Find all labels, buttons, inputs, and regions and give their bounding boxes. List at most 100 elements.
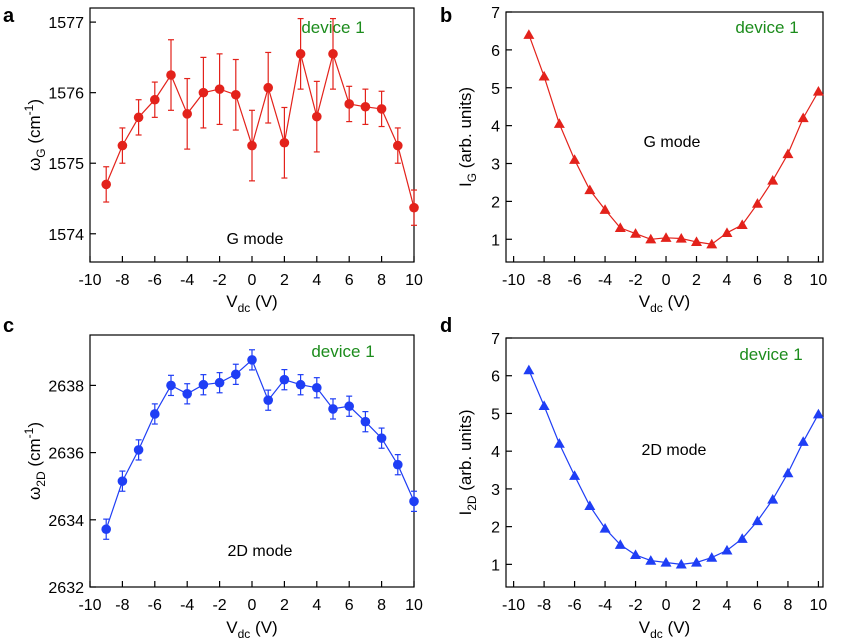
x-tick-label: -10: [502, 597, 525, 614]
data-point: [182, 389, 192, 399]
data-point: [812, 86, 824, 96]
data-point: [312, 382, 322, 393]
data-point: [344, 99, 355, 109]
x-tick-label: 6: [345, 272, 354, 289]
y-tick-label: 6: [491, 369, 500, 386]
data-point: [767, 175, 779, 185]
device-annotation: device 1: [739, 345, 802, 364]
y-tick-label: 4: [491, 119, 500, 136]
mode-annotation: 2D mode: [228, 543, 293, 560]
y-tick-label: 5: [491, 406, 500, 423]
panel-letter: a: [3, 5, 15, 27]
y-tick-label: 7: [491, 331, 500, 348]
y-tick-label: 3: [491, 157, 500, 174]
x-axis-label-main: V: [226, 618, 238, 637]
x-tick-label: -8: [115, 272, 129, 289]
x-tick-label: -4: [598, 272, 612, 289]
data-point: [166, 70, 176, 80]
x-tick-label: 6: [753, 597, 762, 614]
data-point: [214, 377, 225, 388]
x-tick-label: 4: [723, 597, 732, 614]
x-axis-label-main: V: [639, 618, 651, 637]
x-tick-label: 10: [405, 597, 423, 614]
data-point: [409, 202, 419, 213]
y-tick-label: 5: [491, 81, 500, 98]
x-axis-label: Vdc (V): [226, 618, 277, 641]
y-tick-label: 1577: [48, 15, 84, 32]
data-point: [584, 184, 596, 195]
x-tick-label: 4: [723, 272, 732, 289]
data-point: [630, 549, 642, 560]
data-point: [328, 49, 338, 59]
data-point: [247, 355, 257, 365]
x-axis-label-sub: dc: [650, 301, 663, 315]
data-point: [117, 476, 128, 486]
series-line: [528, 369, 819, 566]
data-point: [645, 233, 657, 244]
data-point: [553, 118, 565, 128]
data-point: [182, 109, 192, 119]
x-tick-label: 0: [248, 597, 257, 614]
data-point: [538, 70, 550, 81]
y-tick-label: 2: [491, 520, 500, 537]
data-point: [782, 467, 794, 478]
data-point: [101, 179, 111, 190]
data-point: [376, 104, 387, 114]
mode-annotation: G mode: [644, 134, 701, 151]
y-axis-label-main: ω: [25, 158, 44, 171]
y-axis-label-sub: G: [465, 173, 479, 182]
data-point: [797, 436, 809, 446]
x-tick-label: 8: [377, 272, 386, 289]
panel-c: -10 -8 -6 -4 -2 0 2 4 6 8 10 2632 2634 2636 2638 c devic…: [3, 315, 423, 641]
data-point: [538, 400, 550, 411]
panel-letter: b: [440, 5, 452, 27]
x-tick-label: -10: [78, 272, 101, 289]
x-axis-label: Vdc (V): [639, 618, 690, 641]
data-point: [614, 222, 626, 233]
data-point: [675, 233, 687, 243]
data-point: [409, 496, 419, 507]
x-tick-label: -8: [115, 597, 129, 614]
data-point: [150, 409, 160, 419]
data-point: [295, 379, 306, 390]
x-tick-label: 2: [692, 597, 701, 614]
y-tick-label: 2634: [48, 513, 84, 530]
plot-frame: [505, 11, 824, 263]
x-tick-label: 2: [692, 272, 701, 289]
y-axis-label-sub: 2D: [34, 471, 48, 487]
data-point: [523, 364, 535, 375]
y-tick-label: 2638: [48, 378, 84, 395]
x-tick-label: 2: [280, 597, 289, 614]
data-point: [721, 544, 733, 555]
data-point: [736, 219, 748, 230]
data-point: [117, 140, 128, 151]
y-axis-label-main: I: [456, 511, 475, 516]
x-tick-label: -4: [180, 597, 194, 614]
x-tick-label: 4: [312, 272, 321, 289]
mode-annotation: G mode: [227, 231, 284, 248]
device-annotation: device 1: [311, 342, 374, 361]
x-axis-label-sub: dc: [650, 627, 663, 641]
data-point: [660, 556, 672, 567]
x-tick-label: 0: [662, 272, 671, 289]
y-axis-label-unit: (cm: [25, 438, 44, 471]
data-point: [599, 523, 611, 533]
x-tick-label: 0: [248, 272, 257, 289]
data-point: [645, 555, 657, 565]
y-tick-label: 3: [491, 482, 500, 499]
y-axis-label: ω2D (cm-1): [22, 422, 48, 500]
device-annotation: device 1: [735, 18, 798, 37]
y-axis-label-close: ): [25, 422, 44, 428]
y-tick-label: 6: [491, 43, 500, 60]
y-axis-label-sub: 2D: [465, 495, 479, 511]
data-point: [569, 154, 581, 164]
x-tick-label: -2: [212, 272, 226, 289]
x-tick-label: -10: [78, 597, 101, 614]
x-tick-label: 8: [783, 272, 792, 289]
data-point: [584, 500, 596, 511]
y-tick-label: 1: [491, 557, 500, 574]
x-tick-label: -4: [598, 597, 612, 614]
y-tick-label: 1: [491, 232, 500, 249]
x-tick-label: -10: [502, 272, 525, 289]
